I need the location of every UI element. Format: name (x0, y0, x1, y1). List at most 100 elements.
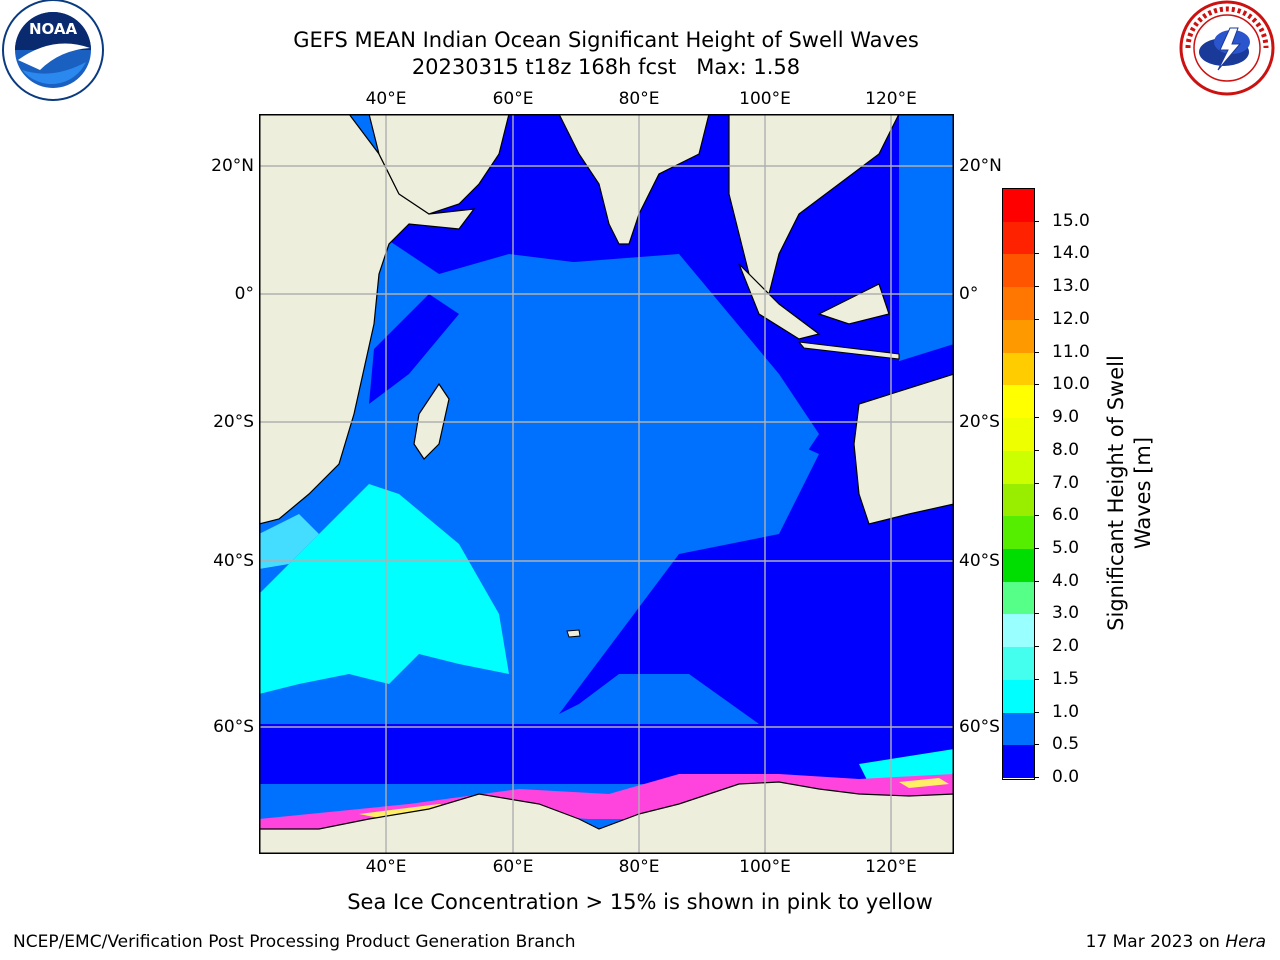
chart-title: GEFS MEAN Indian Ocean Significant Heigh… (293, 28, 919, 52)
colorbar-tick-label: 11.0 (1052, 341, 1090, 362)
swell-zone-high-edge (259, 514, 319, 569)
sea-ice-yellow-east (899, 778, 949, 788)
colorbar-tick-label: 4.0 (1052, 570, 1080, 591)
colorbar-tick-mark (1034, 351, 1039, 353)
colorbar-tick-mark (1034, 744, 1039, 746)
land-kerguelen (566, 629, 581, 638)
lat-label-left-20s: 20°S (213, 412, 254, 432)
lat-label-right-20s: 20°S (959, 412, 1000, 432)
footer-date: 17 Mar 2023 on Hera (1086, 932, 1266, 952)
colorbar-tick-label: 8.0 (1052, 439, 1080, 460)
swell-zone-west (369, 294, 459, 404)
colorbar-tick-label: 6.0 (1052, 505, 1080, 526)
colorbar-tick-mark (1034, 613, 1039, 615)
colorbar-label: Significant Height of Swell Waves [m] (1103, 293, 1157, 693)
lat-label-right-60s: 60°S (959, 717, 1000, 737)
footer-host: Hera (1225, 932, 1266, 952)
svg-text:NOAA: NOAA (29, 20, 78, 38)
colorbar-tick-mark (1034, 286, 1039, 288)
colorbar-tick-label: 3.0 (1052, 603, 1080, 624)
colorbar-tick-label: 1.0 (1052, 701, 1080, 722)
colorbar-tick-label: 0.0 (1052, 767, 1080, 787)
lat-label-left-60s: 60°S (213, 717, 254, 737)
footer-producer: NCEP/EMC/Verification Post Processing Pr… (13, 932, 576, 952)
colorbar-segment (1003, 614, 1034, 648)
colorbar-tick-mark (1034, 711, 1039, 713)
map-panel (258, 113, 955, 855)
lon-label-bottom-80e: 80°E (618, 857, 660, 877)
colorbar-segment (1003, 385, 1034, 419)
colorbar-tick-mark (1034, 678, 1039, 680)
colorbar-tick-label: 14.0 (1052, 243, 1090, 264)
colorbar-tick-label: 15.0 (1052, 210, 1090, 231)
lat-label-left-20n: 20°N (211, 156, 254, 176)
colorbar-tick-label: 13.0 (1052, 276, 1090, 297)
graticule (259, 114, 954, 854)
land-india (558, 113, 710, 245)
colorbar-segment (1003, 319, 1034, 354)
lat-label-left-0: 0° (234, 284, 254, 304)
map-border (259, 114, 954, 854)
colorbar-tick-mark (1034, 580, 1039, 582)
land-sumatra (738, 263, 821, 340)
colorbar-segment (1003, 418, 1034, 452)
footer-date-text: 17 Mar 2023 on (1085, 932, 1226, 952)
land-se-asia (728, 113, 900, 316)
colorbar-tick-label: 9.0 (1052, 407, 1080, 428)
colorbar-segment (1003, 483, 1034, 517)
lon-label-bottom-60e: 60°E (492, 857, 534, 877)
lon-label-bottom-100e: 100°E (739, 857, 791, 877)
colorbar-tick-mark (1034, 515, 1039, 517)
colorbar-tick-label: 2.0 (1052, 636, 1080, 657)
chart-subtitle: 20230315 t18z 168h fcst Max: 1.58 (411, 55, 801, 79)
colorbar-segment (1003, 745, 1034, 779)
colorbar-tick-mark (1034, 384, 1039, 386)
colorbar-segment (1003, 189, 1034, 223)
colorbar-tick-label: 10.0 (1052, 374, 1090, 395)
lon-label-bottom-40e: 40°E (365, 857, 407, 877)
lon-label-top-120e: 120°E (865, 89, 917, 109)
land-java (797, 341, 900, 360)
lon-label-top-60e: 60°E (492, 89, 534, 109)
colorbar (1002, 188, 1035, 780)
nws-logo (1174, 0, 1280, 100)
colorbar-tick-mark (1034, 417, 1039, 419)
lon-label-top-80e: 80°E (618, 89, 660, 109)
colorbar-tick-mark (1034, 646, 1039, 648)
colorbar-tick-mark (1034, 220, 1039, 222)
lat-label-right-20n: 20°N (959, 156, 1002, 176)
colorbar-segment (1003, 712, 1034, 746)
lon-label-top-100e: 100°E (739, 89, 791, 109)
colorbar-segment (1003, 647, 1034, 681)
colorbar-tick-mark (1034, 482, 1039, 484)
colorbar-tick-mark (1034, 253, 1039, 255)
colorbar-ticks: 0.0 0.5 1.0 1.5 2.0 3.0 4.0 5.0 6.0 7.0 8.0 9.0 10.0… (1034, 188, 1094, 787)
noaa-logo: NOAA (0, 0, 106, 106)
swell-zone-high (259, 484, 509, 694)
sea-ice-caption: Sea Ice Concentration > 15% is shown in … (347, 890, 933, 914)
colorbar-tick-mark (1034, 777, 1039, 778)
colorbar-segment (1003, 254, 1034, 288)
colorbar-segment (1003, 516, 1034, 550)
lat-label-left-40s: 40°S (213, 551, 254, 571)
colorbar-label-line1: Significant Height of Swell (1104, 355, 1128, 631)
swell-height-map (258, 113, 955, 855)
colorbar-segment (1003, 548, 1034, 583)
colorbar-tick-label: 0.5 (1052, 734, 1080, 755)
swell-zone-south (259, 724, 954, 784)
colorbar-tick-label: 7.0 (1052, 472, 1080, 493)
lon-label-bottom-120e: 120°E (865, 857, 917, 877)
colorbar-segment (1003, 581, 1034, 615)
colorbar-tick-label: 12.0 (1052, 308, 1090, 329)
colorbar-tick-label: 5.0 (1052, 537, 1080, 558)
lat-label-right-40s: 40°S (959, 551, 1000, 571)
colorbar-segment (1003, 450, 1034, 484)
lon-label-top-40e: 40°E (365, 89, 407, 109)
colorbar-segment (1003, 287, 1034, 321)
colorbar-label-line2: Waves [m] (1131, 436, 1155, 550)
colorbar-tick-mark (1034, 547, 1039, 549)
colorbar-tick-mark (1034, 318, 1039, 320)
colorbar-tick-mark (1034, 449, 1039, 451)
colorbar-tick-label: 1.5 (1052, 668, 1080, 689)
colorbar-segment (1003, 352, 1034, 386)
